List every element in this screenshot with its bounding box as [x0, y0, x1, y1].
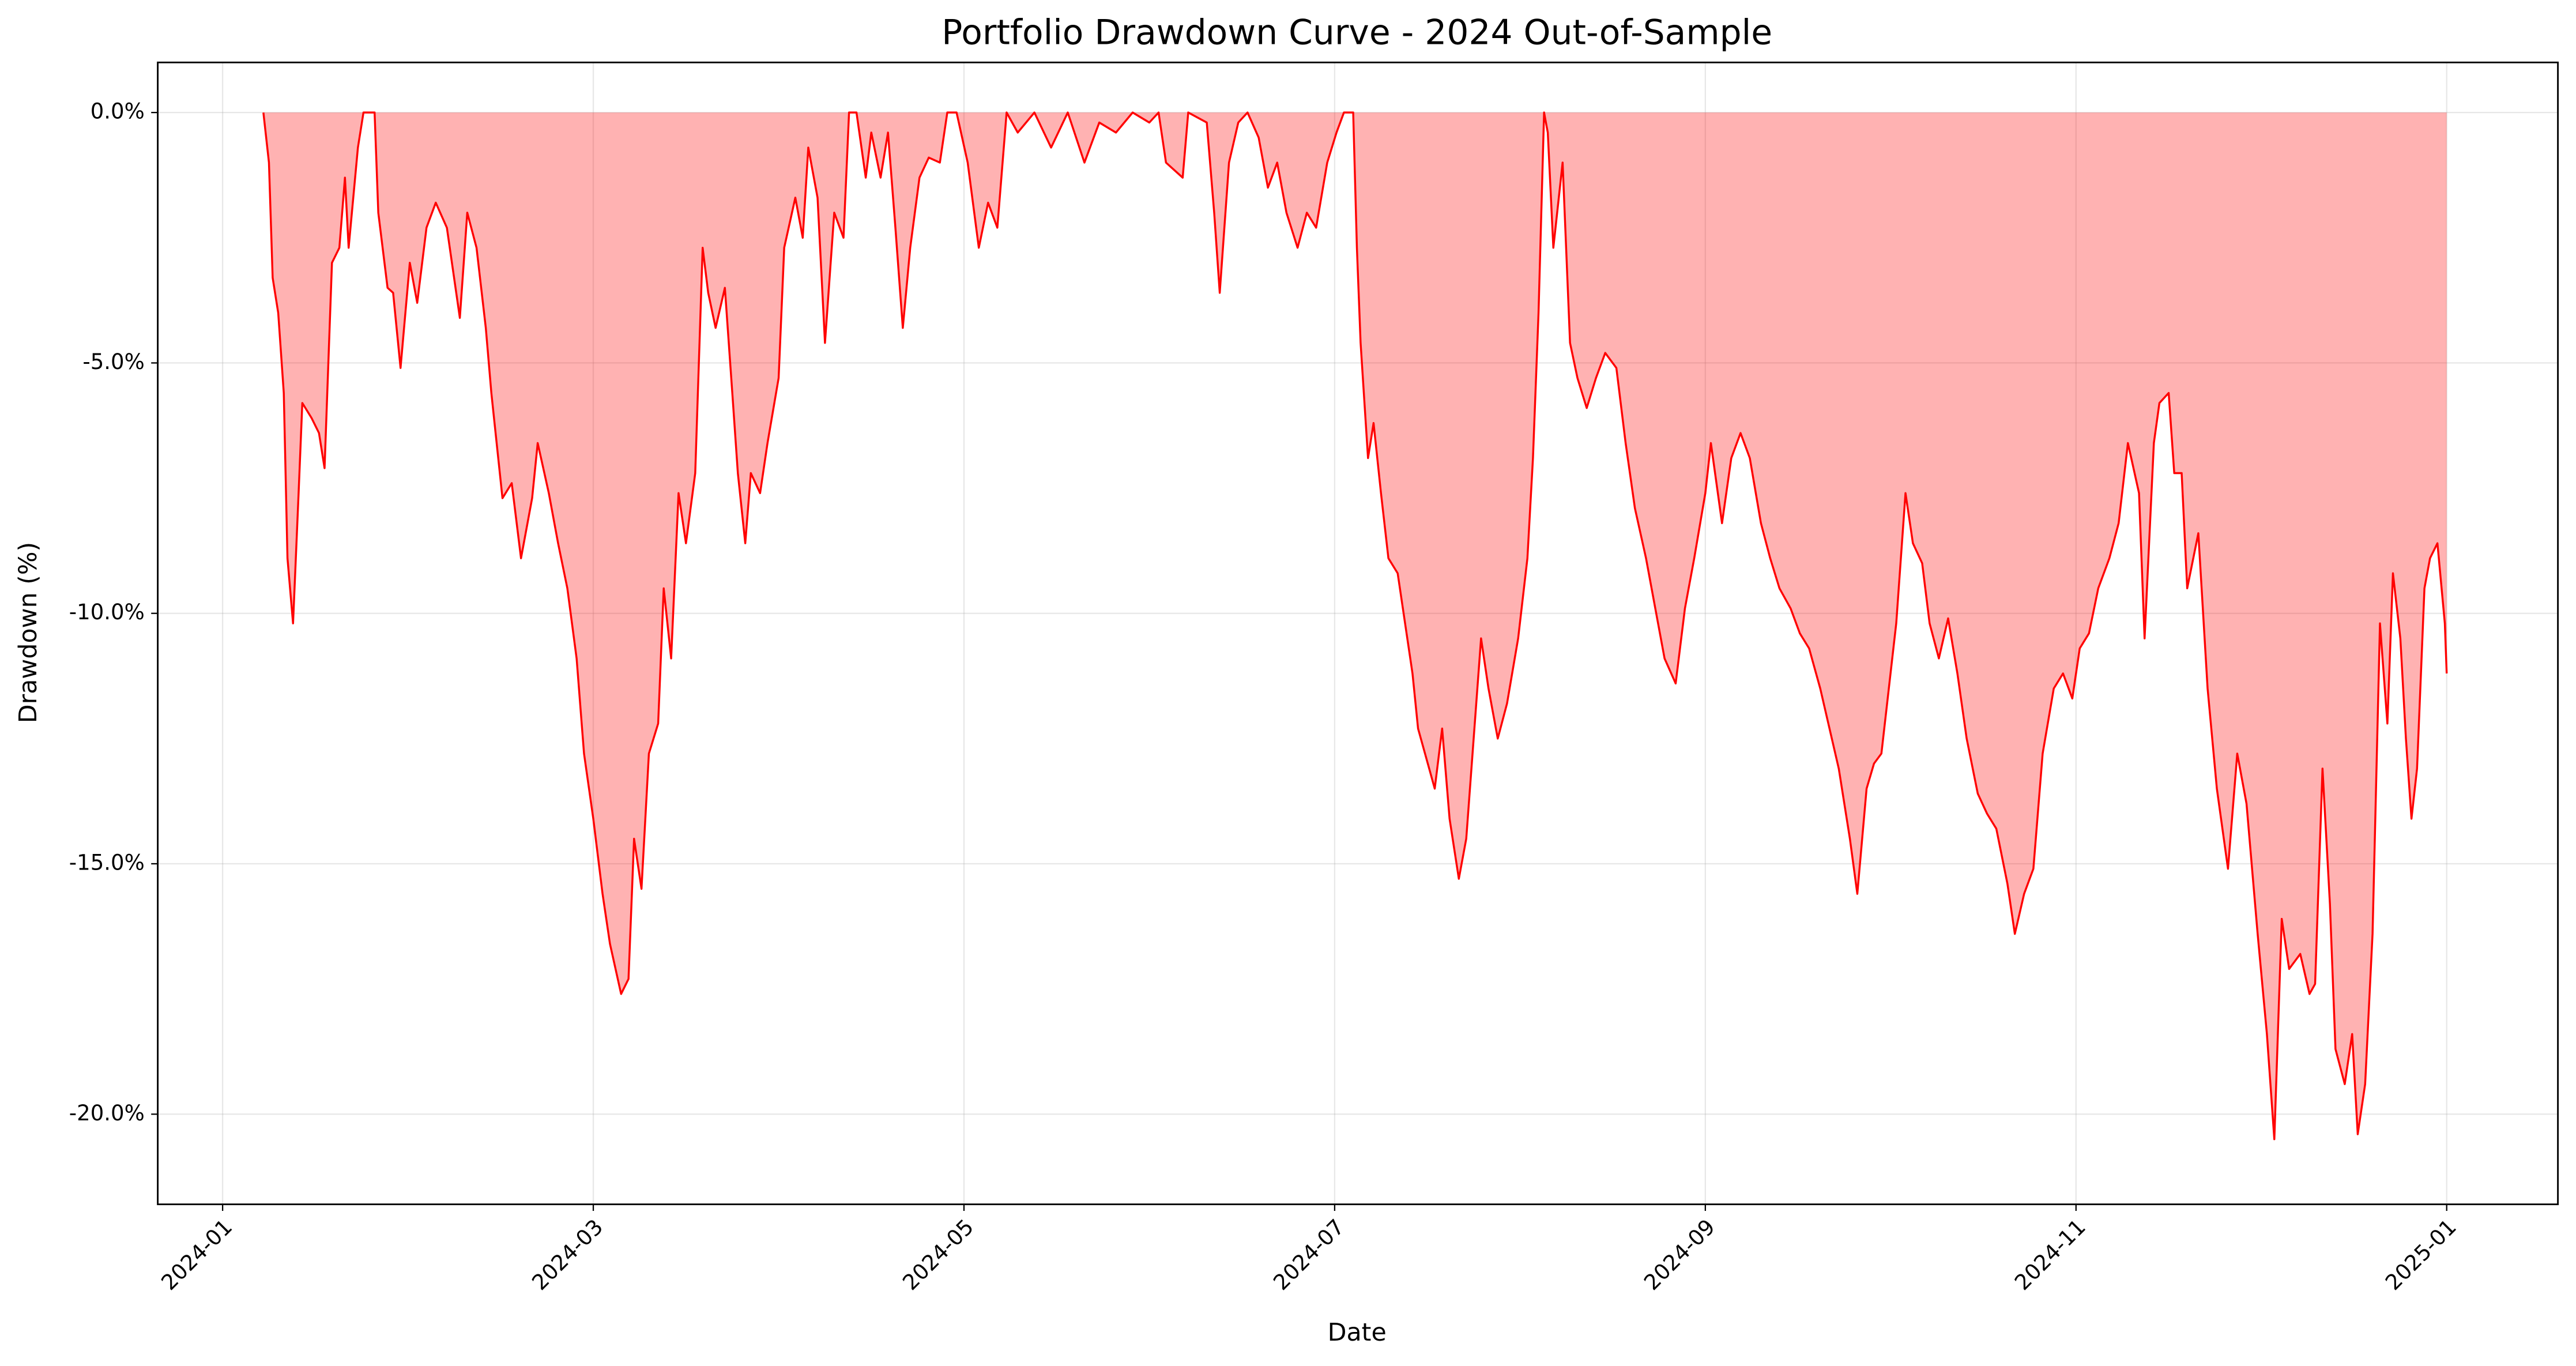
y-tick-label: -10.0% — [69, 600, 145, 624]
x-axis-label: Date — [1328, 1318, 1387, 1347]
drawdown-area — [263, 112, 2447, 1139]
grid — [157, 62, 2558, 1205]
drawdown-line — [262, 111, 2448, 1141]
y-tick-label: 0.0% — [91, 99, 145, 124]
y-axis-label: Drawdown (%) — [14, 542, 43, 723]
axes-frame — [157, 61, 2559, 1206]
y-tick-label: -15.0% — [69, 850, 145, 875]
plot-area — [262, 111, 2448, 1141]
y-tick-label: -5.0% — [82, 349, 144, 374]
chart-title: Portfolio Drawdown Curve - 2024 Out-of-S… — [941, 12, 1772, 52]
y-tick-label: -20.0% — [69, 1101, 145, 1126]
